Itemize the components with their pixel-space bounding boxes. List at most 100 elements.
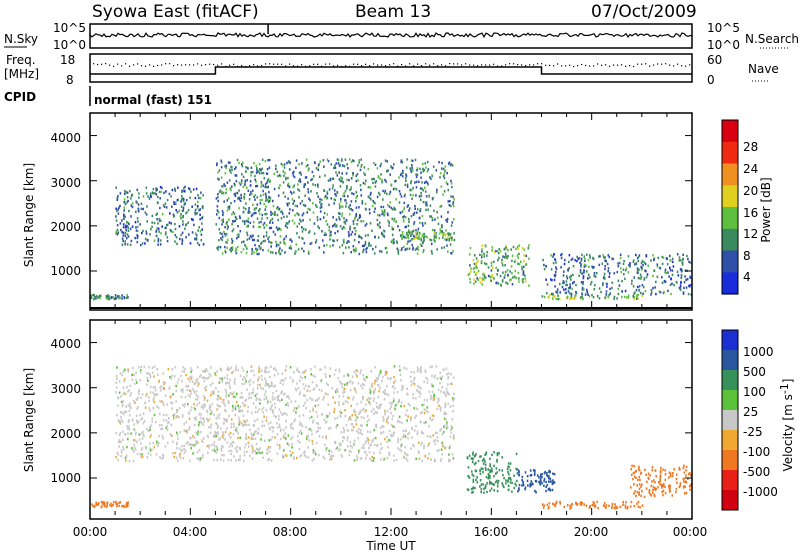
heatmap-cell <box>383 213 386 216</box>
heatmap-cell <box>191 231 194 234</box>
heatmap-cell <box>380 458 382 461</box>
heatmap-cell <box>353 387 356 390</box>
heatmap-cell <box>232 228 235 231</box>
heatmap-cell <box>355 206 358 209</box>
heatmap-cell <box>497 482 499 485</box>
heatmap-cell <box>284 437 287 440</box>
heatmap-cell <box>224 226 226 229</box>
heatmap-cell <box>402 233 404 236</box>
heatmap-cell <box>334 164 336 167</box>
heatmap-cell <box>224 245 226 249</box>
heatmap-cell <box>194 382 196 385</box>
heatmap-cell <box>199 457 202 460</box>
heatmap-cell <box>427 410 429 414</box>
heatmap-cell <box>289 423 292 427</box>
heatmap-cell <box>118 501 120 504</box>
heatmap-cell <box>304 401 306 405</box>
heatmap-cell <box>238 198 241 201</box>
heatmap-cell <box>439 231 441 234</box>
heatmap-cell <box>243 382 246 386</box>
heatmap-cell <box>279 241 282 244</box>
heatmap-cell <box>341 227 344 231</box>
heatmap-cell <box>252 437 255 441</box>
heatmap-cell <box>422 167 424 171</box>
heatmap-cell <box>127 368 129 371</box>
heatmap-cell <box>203 437 205 440</box>
heatmap-cell <box>251 238 254 242</box>
heatmap-cell <box>128 425 130 428</box>
heatmap-cell <box>270 365 272 368</box>
heatmap-cell <box>359 431 362 435</box>
heatmap-cell <box>241 165 244 168</box>
heatmap-cell <box>241 382 244 386</box>
heatmap-cell <box>411 166 413 170</box>
velocity-colorbar <box>722 330 738 511</box>
heatmap-cell <box>270 226 273 230</box>
heatmap-cell <box>226 241 229 244</box>
heatmap-cell <box>297 387 300 390</box>
heatmap-cell <box>149 428 151 432</box>
heatmap-cell <box>272 398 274 401</box>
heatmap-cell <box>165 231 167 234</box>
heatmap-cell <box>543 504 545 507</box>
nave-dot <box>305 65 307 67</box>
heatmap-cell <box>229 187 232 190</box>
heatmap-cell <box>362 395 364 399</box>
heatmap-cell <box>339 444 341 447</box>
heatmap-cell <box>341 455 343 458</box>
heatmap-cell <box>143 434 145 438</box>
heatmap-cell <box>91 503 93 506</box>
heatmap-cell <box>266 401 269 405</box>
heatmap-cell <box>671 474 674 478</box>
heatmap-cell <box>234 377 236 381</box>
nave-dot <box>353 63 355 65</box>
heatmap-cell <box>131 419 134 422</box>
heatmap-cell <box>278 425 281 428</box>
heatmap-cell <box>280 228 282 231</box>
heatmap-cell <box>251 446 254 450</box>
nave-dot <box>553 65 555 67</box>
heatmap-cell <box>307 169 310 172</box>
heatmap-cell <box>178 209 181 212</box>
heatmap-cell <box>348 454 351 457</box>
heatmap-cell <box>265 199 267 202</box>
heatmap-cell <box>571 287 573 290</box>
heatmap-cell <box>138 196 140 199</box>
heatmap-cell <box>350 233 353 236</box>
heatmap-cell <box>509 270 511 273</box>
heatmap-cell <box>316 216 319 219</box>
heatmap-cell <box>423 444 425 447</box>
heatmap-cell <box>162 372 164 375</box>
heatmap-cell <box>233 220 235 223</box>
heatmap-cell <box>141 453 143 456</box>
heatmap-cell <box>367 441 370 445</box>
heatmap-cell <box>507 484 510 487</box>
heatmap-cell <box>566 504 569 507</box>
heatmap-cell <box>580 263 582 266</box>
heatmap-cell <box>489 474 491 478</box>
heatmap-cell <box>413 376 416 380</box>
heatmap-cell <box>404 445 407 449</box>
nave-dot <box>685 65 687 67</box>
heatmap-cell <box>522 483 525 487</box>
heatmap-cell <box>650 259 652 262</box>
heatmap-cell <box>543 295 546 299</box>
heatmap-cell <box>281 212 284 215</box>
heatmap-cell <box>125 237 128 240</box>
heatmap-cell <box>141 231 143 235</box>
heatmap-cell <box>264 368 267 371</box>
velocity-heatmap-cells <box>91 365 693 510</box>
heatmap-cell <box>418 386 421 389</box>
heatmap-cell <box>286 215 288 218</box>
heatmap-cell <box>223 454 225 457</box>
heatmap-cell <box>561 285 564 289</box>
heatmap-cell <box>127 437 129 441</box>
heatmap-cell <box>448 204 451 207</box>
heatmap-cell <box>569 507 571 510</box>
heatmap-cell <box>151 225 153 228</box>
heatmap-cell <box>234 413 236 417</box>
heatmap-cell <box>403 194 406 198</box>
heatmap-cell <box>231 248 234 251</box>
heatmap-cell <box>313 222 316 225</box>
heatmap-cell <box>281 390 284 394</box>
